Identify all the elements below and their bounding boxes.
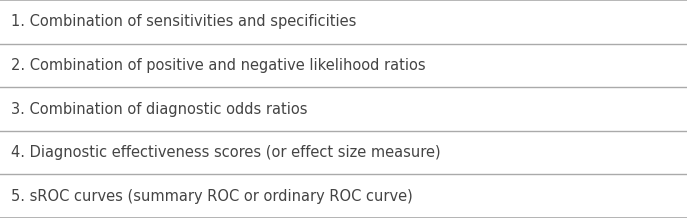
- Bar: [0, 174, 687, 218]
- Bar: [0, 0, 687, 44]
- Text: 1. Combination of sensitivities and specificities: 1. Combination of sensitivities and spec…: [11, 14, 357, 29]
- Bar: [0, 131, 687, 174]
- Bar: [0, 44, 687, 87]
- Text: 5. sROC curves (summary ROC or ordinary ROC curve): 5. sROC curves (summary ROC or ordinary …: [11, 189, 413, 204]
- Text: 4. Diagnostic effectiveness scores (or effect size measure): 4. Diagnostic effectiveness scores (or e…: [11, 145, 440, 160]
- Bar: [0, 87, 687, 131]
- Text: 2. Combination of positive and negative likelihood ratios: 2. Combination of positive and negative …: [11, 58, 426, 73]
- Text: 3. Combination of diagnostic odds ratios: 3. Combination of diagnostic odds ratios: [11, 102, 308, 116]
